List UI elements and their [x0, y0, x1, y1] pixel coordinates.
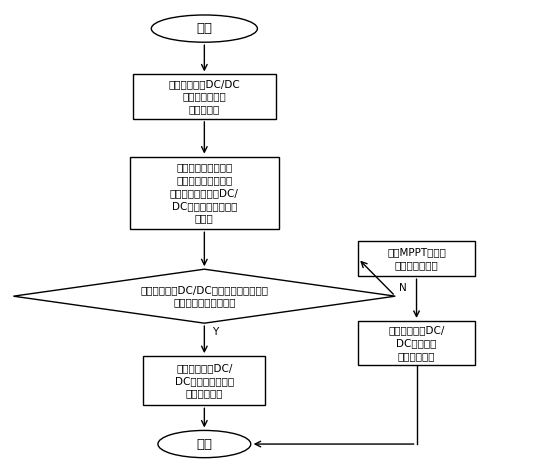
FancyBboxPatch shape [133, 75, 276, 119]
FancyBboxPatch shape [358, 241, 475, 276]
Text: 根据所述输入电压值
及预设的母线电压限
值计算出逆变器的DC/
DC系统工作的占空比
上限值: 根据所述输入电压值 及预设的母线电压限 值计算出逆变器的DC/ DC系统工作的占… [170, 162, 239, 224]
Text: 返回: 返回 [196, 437, 212, 451]
Text: 控制逆变器的DC/
DC系统以新
占空比值工作: 控制逆变器的DC/ DC系统以新 占空比值工作 [389, 325, 445, 361]
Text: Y: Y [212, 327, 218, 337]
Text: 控制逆变器的DC/
DC系统以所述占空
比上限值工作: 控制逆变器的DC/ DC系统以所述占空 比上限值工作 [175, 363, 234, 399]
Text: N: N [399, 283, 407, 293]
FancyBboxPatch shape [358, 321, 475, 365]
Ellipse shape [151, 15, 257, 42]
Text: 采用MPPT算法计
算出新占空比值: 采用MPPT算法计 算出新占空比值 [387, 247, 446, 270]
Text: 判断逆变器的DC/DC系统当前的输出电压
是否大于母线电压限值: 判断逆变器的DC/DC系统当前的输出电压 是否大于母线电压限值 [140, 285, 269, 308]
Text: 检测逆变器的DC/DC
系统当前工作的
输入电压值: 检测逆变器的DC/DC 系统当前工作的 输入电压值 [168, 79, 240, 114]
Ellipse shape [158, 430, 251, 458]
FancyBboxPatch shape [143, 356, 265, 405]
FancyBboxPatch shape [130, 157, 279, 229]
Polygon shape [13, 269, 396, 323]
Text: 开始: 开始 [196, 22, 212, 35]
